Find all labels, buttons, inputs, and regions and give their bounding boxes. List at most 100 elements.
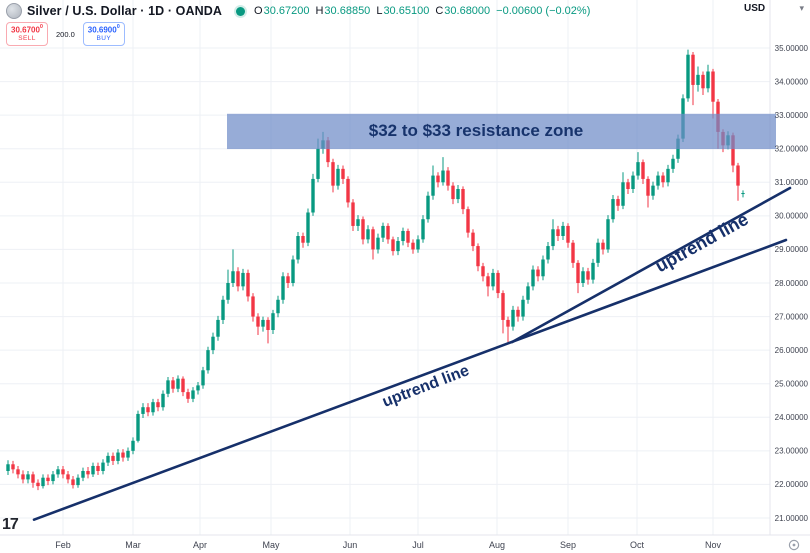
candle-body	[461, 188, 465, 210]
candle-body	[711, 71, 715, 102]
month-tick-label: Apr	[193, 540, 207, 550]
candle-body	[501, 293, 505, 320]
candle-body	[151, 402, 155, 413]
uptrend-line-1[interactable]	[32, 238, 788, 521]
candle-body	[576, 262, 580, 283]
candle-body	[416, 239, 420, 250]
candle-body	[216, 319, 220, 337]
candle-body	[646, 178, 650, 196]
open-label: O	[254, 5, 263, 17]
candle-body	[336, 168, 340, 186]
candle-body	[541, 259, 545, 277]
candle-body	[191, 390, 195, 399]
candle-body	[431, 175, 435, 196]
candle-body	[176, 378, 180, 389]
candle-body	[651, 185, 655, 196]
candle-body	[111, 455, 115, 461]
candle-body	[121, 452, 125, 458]
price-tick-label: 32.00000	[775, 145, 809, 154]
candle-body	[691, 54, 695, 85]
candle-body	[276, 299, 280, 314]
candle-body	[91, 465, 95, 475]
candle-body	[596, 242, 600, 263]
candle-body	[531, 269, 535, 287]
candle-body	[166, 380, 170, 394]
candle-body	[426, 195, 430, 220]
candle-body	[76, 477, 80, 486]
candle-body	[476, 246, 480, 267]
price-axis[interactable]: 35.00000 34.00000 33.00000 32.00000 31.00000…	[775, 44, 809, 523]
high-value: 30.68850	[324, 5, 371, 17]
candle-body	[546, 246, 550, 260]
sell-label: SELL	[18, 34, 36, 42]
month-tick-label: Mar	[125, 540, 141, 550]
candle-body	[566, 225, 570, 243]
close-value: 30.68000	[444, 5, 491, 17]
candle-body	[21, 474, 25, 480]
candle-body	[161, 393, 165, 408]
candle-body	[81, 470, 85, 478]
price-tick-label: 29.00000	[775, 245, 809, 254]
candle-body	[361, 219, 365, 240]
candle-body	[16, 469, 20, 475]
price-tick-label: 25.00000	[775, 380, 809, 389]
buy-button[interactable]: 30.69000 BUY	[82, 22, 125, 46]
month-tick-label: Oct	[630, 540, 645, 550]
candle-body	[51, 474, 55, 482]
candle-body	[696, 74, 700, 85]
candle-body	[106, 455, 110, 463]
candle-body	[66, 474, 70, 480]
candle-body	[396, 241, 400, 252]
candle-body	[146, 407, 150, 413]
candle-body	[466, 209, 470, 233]
currency-selector[interactable]: USD ▾	[744, 3, 804, 14]
candle-body	[266, 319, 270, 330]
candle-body	[56, 469, 60, 475]
candle-body	[386, 225, 390, 240]
candle-body	[441, 170, 445, 183]
candle-body	[6, 464, 10, 471]
market-status-dot-icon[interactable]	[236, 6, 246, 16]
candle-body	[376, 237, 380, 250]
candle-body	[331, 162, 335, 186]
price-tick-label: 27.00000	[775, 312, 809, 321]
candle-body	[231, 271, 235, 283]
candle-body	[126, 450, 130, 458]
symbol-logo-icon	[6, 3, 22, 19]
candle-body	[621, 182, 625, 206]
candle-body	[496, 272, 500, 294]
candle-body	[626, 182, 630, 189]
candle-body	[291, 259, 295, 283]
candle-body	[341, 168, 345, 179]
candle-body	[346, 178, 350, 203]
uptrend-line-2[interactable]	[510, 186, 792, 344]
trendlines[interactable]	[32, 186, 792, 521]
candle-body	[316, 148, 320, 179]
symbol-title[interactable]: Silver / U.S. Dollar · 1D · OANDA	[27, 4, 223, 18]
candle-body	[236, 271, 240, 287]
tradingview-logo[interactable]: 17	[2, 516, 19, 533]
resistance-zone-rect[interactable]	[227, 113, 776, 150]
candle-body	[741, 193, 745, 195]
ohlc-readout: O 30.67200 H 30.68850 L 30.65100 C 30.68000 …	[254, 5, 590, 17]
candle-body	[306, 212, 310, 243]
candle-body	[241, 272, 245, 287]
sell-button[interactable]: 30.67000 SELL	[6, 22, 48, 46]
month-tick-label: May	[262, 540, 280, 550]
candle-body	[511, 309, 515, 327]
month-tick-label: Feb	[55, 540, 71, 550]
low-label: L	[376, 5, 383, 17]
axis-settings-icon[interactable]	[787, 538, 801, 552]
candle-body	[526, 286, 530, 300]
candle-body	[411, 242, 415, 250]
time-axis[interactable]: Feb Mar Apr May Jun Jul Aug Sep Oct Nov	[55, 540, 721, 550]
candle-body	[256, 316, 260, 327]
candle-body	[11, 464, 15, 470]
candle-body	[491, 272, 495, 287]
candle-body	[211, 336, 215, 351]
resistance-zone-label[interactable]: $32 to $33 resistance zone	[368, 121, 584, 140]
candle-body	[71, 479, 75, 486]
candle-body	[391, 239, 395, 252]
